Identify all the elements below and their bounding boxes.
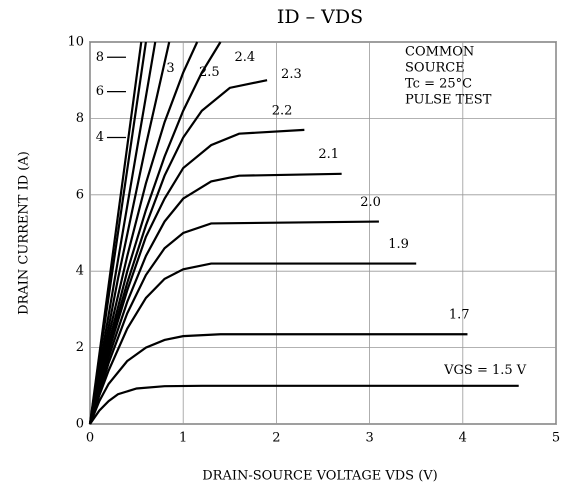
x-tick-label: 4 — [459, 431, 467, 446]
curve-label: 4 — [96, 130, 104, 145]
annotation: COMMON — [405, 45, 474, 60]
y-tick-label: 10 — [67, 35, 84, 50]
curve — [88, 41, 143, 425]
curve-label: 2.3 — [281, 67, 302, 82]
curve-label: VGS = 1.5 V — [443, 363, 527, 378]
annotation: SOURCE — [405, 61, 465, 76]
chart-title: ID – VDS — [277, 6, 363, 28]
x-tick-label: 0 — [86, 431, 94, 446]
x-tick-label: 2 — [272, 431, 280, 446]
curve — [88, 262, 417, 425]
curve-label: 1.7 — [449, 308, 470, 323]
y-tick-label: 6 — [76, 187, 84, 202]
curve — [88, 41, 171, 425]
y-tick-label: 0 — [76, 417, 84, 432]
curve-label: 2.4 — [234, 50, 255, 65]
curve-label: 3 — [166, 61, 174, 76]
annotation: Tc = 25°C — [405, 77, 472, 92]
curve — [89, 384, 519, 425]
curve — [88, 333, 468, 425]
curve-label: 2.2 — [272, 103, 293, 118]
y-tick-label: 2 — [76, 340, 84, 355]
curve — [88, 41, 199, 425]
curve-label: 2.1 — [318, 147, 339, 162]
x-tick-label: 5 — [552, 431, 560, 446]
y-axis-label: DRAIN CURRENT ID (A) — [17, 151, 32, 315]
annotation: PULSE TEST — [405, 93, 492, 108]
y-tick-label: 4 — [76, 264, 84, 279]
curve-label: 1.9 — [388, 237, 409, 252]
curve — [88, 220, 379, 425]
y-tick-label: 8 — [76, 111, 84, 126]
x-tick-label: 1 — [179, 431, 187, 446]
x-tick-label: 3 — [365, 431, 373, 446]
x-axis-label: DRAIN-SOURCE VOLTAGE VDS (V) — [202, 469, 438, 484]
curve-label: 2.0 — [360, 195, 381, 210]
curve — [88, 41, 157, 425]
curve — [88, 41, 222, 425]
curve-label: 6 — [96, 84, 104, 99]
curve-label: 8 — [96, 50, 104, 65]
curve-label: 2.5 — [199, 65, 220, 80]
